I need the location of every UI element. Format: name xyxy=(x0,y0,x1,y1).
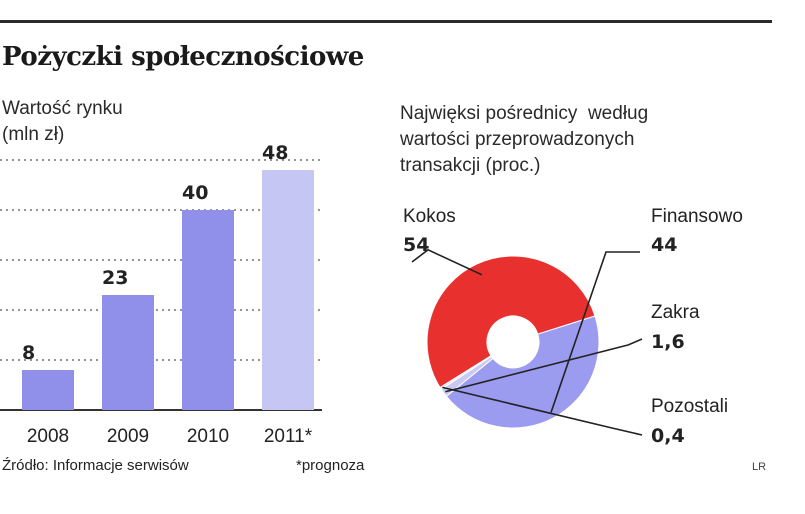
bar-chart-title: Wartość rynku (mln zł) xyxy=(2,96,123,148)
source-note: Źródło: Informacje serwisów xyxy=(2,457,189,474)
donut-slice xyxy=(426,255,596,389)
bar xyxy=(102,295,154,410)
slice-value-label: 44 xyxy=(651,234,677,256)
bar xyxy=(22,370,74,410)
slice-label: Zakra xyxy=(651,302,700,323)
leader-line xyxy=(442,386,643,436)
x-tick-label: 2008 xyxy=(27,426,69,447)
bar-value-label: 8 xyxy=(22,342,35,364)
pie-chart-title: Najwięksi pośrednicy według wartości prz… xyxy=(400,101,648,179)
bar xyxy=(262,170,314,410)
x-tick-label: 2010 xyxy=(187,426,229,447)
page-title: Pożyczki społecznościowe xyxy=(2,42,364,72)
donut-slice xyxy=(439,355,492,391)
pie-chart-title-line-2: wartości przeprowadzonych xyxy=(400,129,635,150)
forecast-note: *prognoza xyxy=(296,457,365,474)
bar-chart-title-line-1: Wartość rynku xyxy=(2,98,123,119)
top-rule xyxy=(0,20,772,23)
slice-value-label: 54 xyxy=(403,234,429,256)
slice-value-label: 0,4 xyxy=(651,425,685,447)
slice-label: Finansowo xyxy=(651,206,743,227)
slice-value-label: 1,6 xyxy=(651,331,685,353)
x-tick-label: 2009 xyxy=(107,426,149,447)
bar-chart-title-line-2: (mln zł) xyxy=(2,124,65,145)
leader-line xyxy=(550,251,640,413)
leader-line xyxy=(411,248,483,276)
slice-label: Pozostali xyxy=(651,396,728,417)
bar-value-label: 23 xyxy=(102,267,128,289)
bar-value-label: 48 xyxy=(262,142,288,164)
x-tick-label: 2011* xyxy=(264,426,313,447)
bar-value-label: 40 xyxy=(182,182,208,204)
credit-mark: LR xyxy=(752,461,767,473)
bar xyxy=(182,210,234,410)
pie-chart-title-line-1: Najwięksi pośrednicy według xyxy=(400,103,649,124)
pie-chart-title-line-3: transakcji (proc.) xyxy=(400,155,541,176)
leader-line xyxy=(445,338,643,393)
slice-label: Kokos xyxy=(403,206,456,227)
